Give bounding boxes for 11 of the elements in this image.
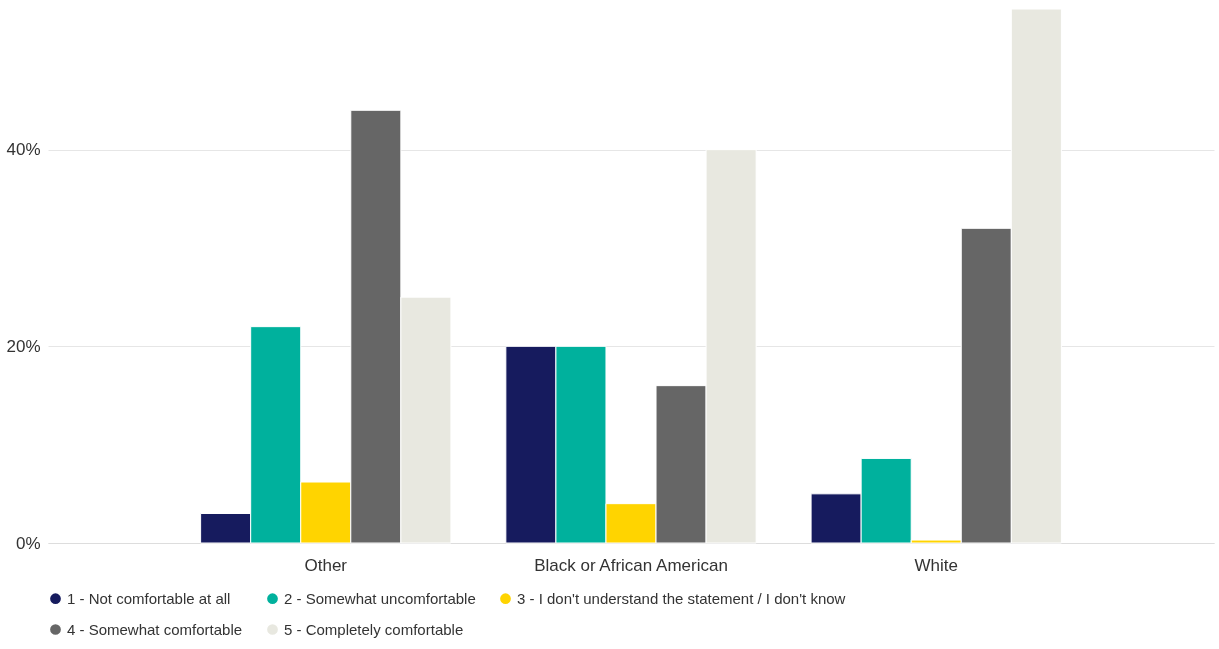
- legend-label: 5 - Completely comfortable: [284, 620, 464, 638]
- x-tick-label: Other: [304, 555, 348, 575]
- y-tick-label: 20%: [6, 336, 41, 356]
- x-tick-label: Black or African American: [534, 555, 728, 575]
- y-tick-label: 0%: [15, 533, 41, 553]
- x-tick-label: White: [914, 555, 958, 575]
- legend-label: 4 - Somewhat comfortable: [67, 620, 243, 638]
- legend-label: 2 - Somewhat uncomfortable: [284, 589, 476, 607]
- legend-label: 3 - I don't understand the statement / I don't know: [517, 589, 846, 607]
- legend-label: 1 - Not comfortable at all: [67, 589, 231, 607]
- y-tick-label: 40%: [6, 140, 41, 160]
